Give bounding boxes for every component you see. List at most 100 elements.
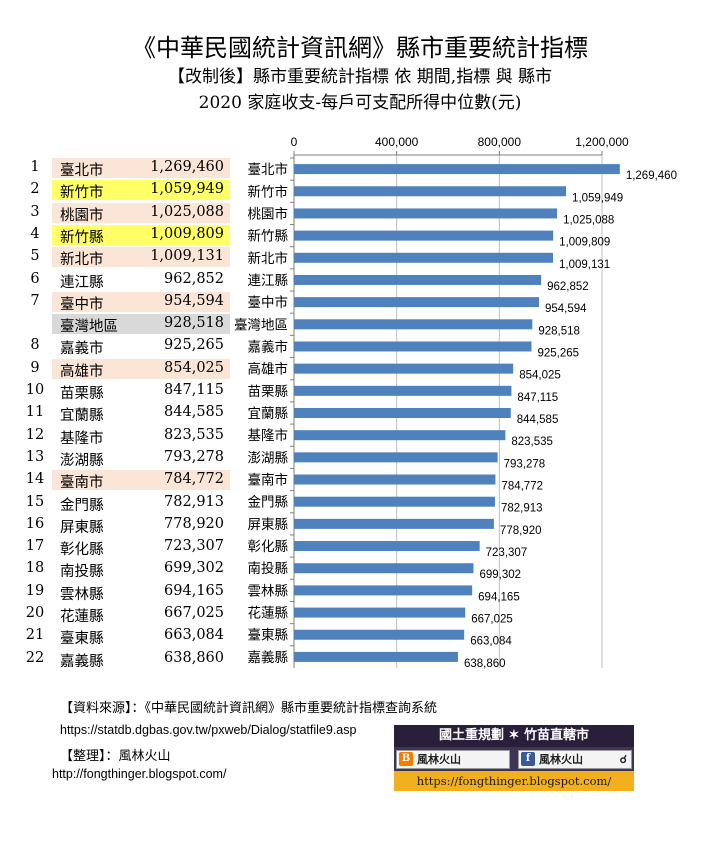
- rank-number: 1: [30, 159, 40, 175]
- county-name: 新竹市: [60, 185, 104, 202]
- county-value: 1,009,131: [150, 248, 224, 265]
- bar: [294, 363, 514, 374]
- x-tick-label: 800,000: [478, 135, 522, 149]
- bar: [294, 430, 506, 441]
- county-cell: 新北市 1,009,131: [52, 247, 230, 269]
- y-tick-label: 嘉義市: [248, 338, 289, 355]
- indicator-title: 2020 家庭收支-每戶可支配所得中位數(元): [198, 93, 522, 113]
- county-cell: 連江縣 962,852: [52, 270, 230, 291]
- county-name: 澎湖縣: [60, 452, 104, 469]
- y-tick-label: 彰化縣: [248, 538, 289, 555]
- blogger-label: 風林火山: [417, 753, 461, 766]
- table-row: 1 臺北市 1,269,460: [20, 158, 230, 179]
- y-tick-label: 新北市: [248, 250, 289, 267]
- facebook-label: 風林火山: [539, 753, 583, 766]
- county-value: 928,518: [164, 315, 224, 332]
- county-cell: 新竹縣 1,009,809: [52, 224, 230, 246]
- bar: [294, 319, 533, 330]
- data-label: 1,025,088: [563, 214, 614, 226]
- county-value: 667,025: [164, 605, 224, 621]
- data-label: 723,307: [486, 547, 528, 559]
- table-row: 19 雲林縣 694,165: [20, 582, 224, 603]
- bar: [294, 474, 496, 485]
- county-cell: 桃園市 1,025,088: [52, 202, 230, 224]
- data-label: 823,535: [511, 436, 553, 448]
- table-row: 2 新竹市 1,059,949: [20, 180, 230, 201]
- rank-number: 6: [30, 270, 40, 287]
- table-row: 18 南投縣 699,302: [20, 559, 224, 580]
- county-value: 1,009,809: [150, 225, 224, 242]
- bar: [294, 496, 495, 507]
- y-tick-label: 新竹市: [248, 183, 289, 200]
- facebook-button[interactable]: f 風林火山 ☌: [518, 750, 632, 769]
- county-cell: 臺東縣 663,084: [52, 626, 230, 647]
- data-label: 699,302: [479, 569, 521, 581]
- y-tick-label: 花蓮縣: [248, 606, 289, 622]
- county-name: 雲林縣: [60, 586, 104, 603]
- county-name: 高雄市: [60, 363, 104, 380]
- bar: [294, 341, 532, 352]
- county-cell: 臺中市 954,594: [52, 291, 230, 313]
- county-value: 823,535: [164, 426, 224, 443]
- y-tick-label: 澎湖縣: [248, 450, 289, 466]
- county-cell: 澎湖縣 793,278: [52, 448, 230, 469]
- x-tick-label: 1,200,000: [575, 135, 629, 149]
- y-tick-label: 嘉義縣: [248, 649, 289, 666]
- bar-chart: 0 400,000 800,000 1,200,000 臺北市 1,269,460 新竹市 1…: [234, 135, 677, 670]
- y-tick-label: 臺東縣: [248, 628, 289, 644]
- rank-number: 7: [30, 292, 40, 309]
- data-label: 954,594: [545, 303, 587, 315]
- bar: [294, 208, 558, 219]
- county-name: 嘉義市: [60, 341, 104, 358]
- bar: [294, 297, 540, 308]
- table-row: 14 臺南市 784,772: [20, 470, 230, 491]
- bar: [294, 518, 494, 529]
- blog-banner[interactable]: 國土重規劃 ✶ 竹苗直轄市 B 風林火山 f 風林火山 ☌ https://fong…: [394, 725, 634, 791]
- county-name: 臺中市: [60, 296, 104, 313]
- county-name: 連江縣: [60, 274, 104, 291]
- table-row: 11 宜蘭縣 844,585: [20, 403, 224, 425]
- county-value: 954,594: [164, 292, 224, 309]
- y-tick-label: 臺北市: [248, 161, 289, 178]
- bar: [294, 607, 466, 618]
- table-row: 8 嘉義市 925,265: [20, 336, 224, 358]
- banner-url[interactable]: https://fongthinger.blogspot.com/: [394, 771, 634, 791]
- rank-number: 20: [25, 605, 45, 621]
- y-tick-label: 高雄市: [248, 361, 289, 378]
- county-value: 1,059,949: [150, 181, 224, 198]
- source-url[interactable]: https://statdb.dgbas.gov.tw/pxweb/Dialog…: [60, 723, 357, 737]
- county-value: 854,025: [164, 359, 224, 376]
- county-value: 1,269,460: [150, 159, 224, 175]
- y-tick-label: 臺南市: [248, 472, 289, 489]
- y-tick-label: 屏東縣: [248, 517, 289, 533]
- rank-number: 3: [30, 203, 40, 220]
- county-name: 宜蘭縣: [60, 408, 104, 425]
- table-row: 15 金門縣 782,913: [20, 493, 224, 514]
- x-tick-label: 0: [291, 135, 298, 149]
- blogger-button[interactable]: B 風林火山: [396, 750, 510, 769]
- y-tick-label: 南投縣: [248, 561, 289, 577]
- county-value: 793,278: [164, 448, 224, 465]
- rank-number: 10: [25, 382, 45, 398]
- search-icon[interactable]: ☌: [619, 753, 627, 766]
- y-tick-label: 苗栗縣: [248, 384, 289, 400]
- county-cell: 苗栗縣 847,115: [52, 381, 230, 402]
- county-name: 新北市: [60, 252, 104, 269]
- rank-number: 12: [25, 426, 45, 443]
- county-value: 1,025,088: [150, 203, 224, 220]
- county-cell: 屏東縣 778,920: [52, 515, 230, 536]
- banner-button-bar: B 風林火山 f 風林火山 ☌: [394, 747, 634, 771]
- data-label: 667,025: [471, 614, 513, 626]
- table-row: 10 苗栗縣 847,115: [20, 381, 224, 402]
- bar: [294, 541, 480, 552]
- page-title: 《中華民國統計資訊網》縣市重要統計指標: [132, 34, 588, 62]
- county-name: 新竹縣: [60, 229, 104, 246]
- data-label: 793,278: [504, 458, 546, 470]
- county-cell: 新竹市 1,059,949: [52, 180, 230, 202]
- y-tick-label: 宜蘭縣: [248, 406, 289, 422]
- county-name: 臺灣地區: [60, 319, 118, 336]
- blog-url[interactable]: http://fongthinger.blogspot.com/: [52, 767, 227, 781]
- data-label: 847,115: [517, 392, 558, 404]
- rank-number: 22: [25, 649, 45, 666]
- rank-number: 11: [25, 404, 45, 421]
